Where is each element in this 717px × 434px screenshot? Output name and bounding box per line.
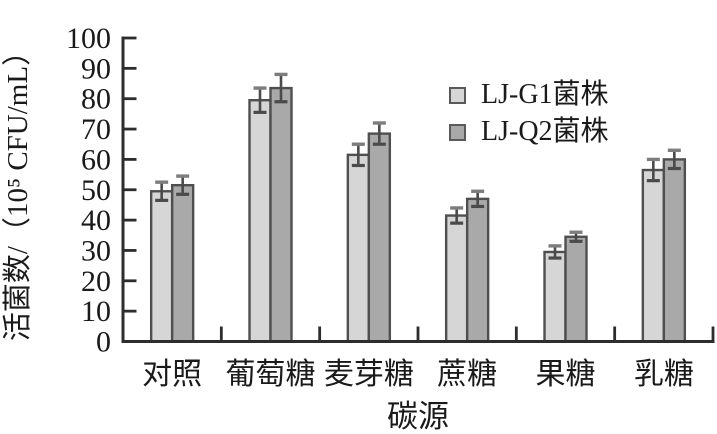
legend-item-lj-q2: LJ-Q2菌株 xyxy=(449,117,609,147)
x-category-label: 麦芽糖 xyxy=(324,358,414,391)
x-axis-title: 碳源 xyxy=(387,399,449,434)
x-category-label: 对照 xyxy=(142,358,202,391)
y-tick-label: 30 xyxy=(81,234,111,267)
y-tick-label: 10 xyxy=(81,295,111,328)
y-tick-label: 100 xyxy=(66,22,111,55)
y-tick-label: 50 xyxy=(81,174,111,207)
x-category-label: 蔗糖 xyxy=(437,358,497,391)
y-tick-label: 40 xyxy=(81,204,111,237)
legend-label-lj-q2: LJ-Q2菌株 xyxy=(481,116,609,147)
bar-lj-g1 xyxy=(444,214,469,343)
legend-item-lj-g1: LJ-G1菌株 xyxy=(449,80,609,110)
y-tick-label: 0 xyxy=(96,326,111,359)
bar-lj-q2 xyxy=(662,158,687,343)
bar-lj-g1 xyxy=(641,168,666,343)
x-category-label: 葡萄糖 xyxy=(226,358,316,391)
x-category-label: 果糖 xyxy=(536,358,596,391)
legend-swatch-lj-g1 xyxy=(449,86,466,104)
legend-label-lj-g1: LJ-G1菌株 xyxy=(481,79,609,110)
bar-lj-q2 xyxy=(170,183,195,343)
bar-lj-g1 xyxy=(149,190,174,343)
bar-lj-q2 xyxy=(564,235,588,343)
y-tick-label: 90 xyxy=(81,52,111,85)
bar-lj-g1 xyxy=(248,99,272,343)
bar-lj-g1 xyxy=(346,153,371,343)
y-tick-label: 80 xyxy=(81,83,111,116)
y-tick-label: 60 xyxy=(81,143,111,176)
axes-lines xyxy=(121,36,715,343)
bar-lj-q2 xyxy=(367,132,392,343)
legend-swatch-lj-q2 xyxy=(449,123,466,141)
y-tick-label: 20 xyxy=(81,265,111,298)
legend: LJ-G1菌株 LJ-Q2菌株 xyxy=(449,80,609,147)
bar-lj-q2 xyxy=(465,197,490,343)
x-category-label: 乳糖 xyxy=(634,358,694,391)
bar-lj-q2 xyxy=(269,86,293,343)
y-tick-label: 70 xyxy=(81,113,111,146)
bar-lj-g1 xyxy=(543,250,567,343)
y-axis-title: 活菌数/（10⁵ CFU/mL） xyxy=(1,37,34,341)
